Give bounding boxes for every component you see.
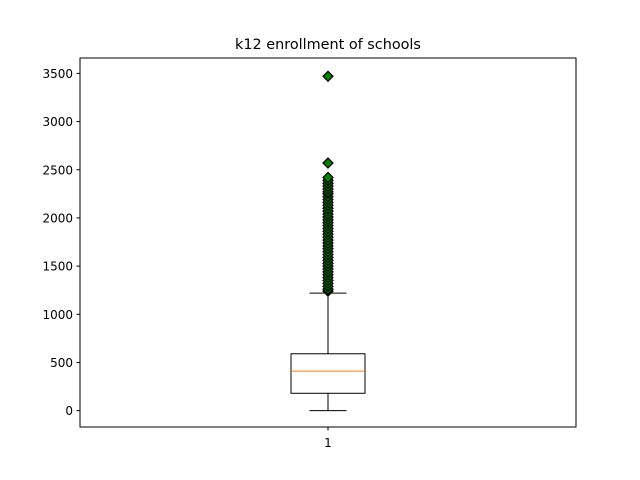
x-tick-label: 1 [324,436,332,450]
x-axis: 1 [324,427,332,450]
y-axis: 0 500 1000 1500 2000 2500 3000 3500 [42,67,80,418]
interquartile-box [290,353,366,394]
y-tick-label: 0 [65,404,73,418]
chart-title: k12 enrollment of schools [235,37,421,53]
y-tick-label: 500 [50,356,73,370]
y-tick-label: 2000 [42,211,73,225]
y-tick-label: 1000 [42,308,73,322]
y-tick-label: 3000 [42,115,73,129]
outlier-point [322,157,334,169]
outlier-point [322,171,334,184]
y-tick-label: 3500 [42,67,73,81]
y-tick-label: 1500 [42,260,73,274]
y-tick-label: 2500 [42,163,73,177]
axes-frame [79,57,577,428]
plot-area [290,70,366,412]
outlier-point [322,70,334,83]
